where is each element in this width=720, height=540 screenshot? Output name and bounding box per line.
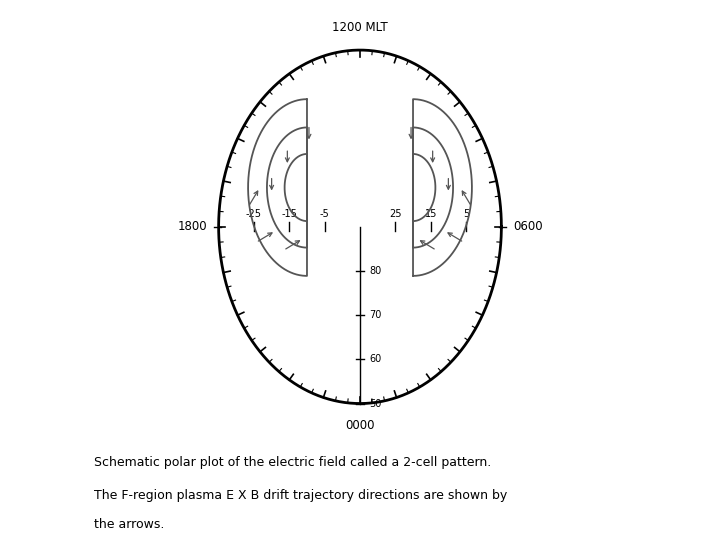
Text: 0600: 0600: [513, 220, 543, 233]
Text: 80: 80: [369, 266, 382, 276]
Text: 25: 25: [389, 208, 402, 219]
Text: Schematic polar plot of the electric field called a 2-cell pattern.: Schematic polar plot of the electric fie…: [94, 456, 491, 469]
Text: 5: 5: [463, 208, 469, 219]
Text: -5: -5: [320, 208, 330, 219]
Text: 15: 15: [425, 208, 437, 219]
Text: 1800: 1800: [177, 220, 207, 233]
Text: 60: 60: [369, 354, 382, 364]
Text: -15: -15: [282, 208, 297, 219]
Text: The F-region plasma E X B drift trajectory directions are shown by: The F-region plasma E X B drift trajecto…: [94, 489, 507, 502]
Text: 50: 50: [369, 399, 382, 409]
Text: the arrows.: the arrows.: [94, 518, 164, 531]
Text: -25: -25: [246, 208, 262, 219]
Text: 0000: 0000: [346, 419, 374, 432]
Text: 70: 70: [369, 310, 382, 320]
Text: 1200 MLT: 1200 MLT: [332, 22, 388, 35]
